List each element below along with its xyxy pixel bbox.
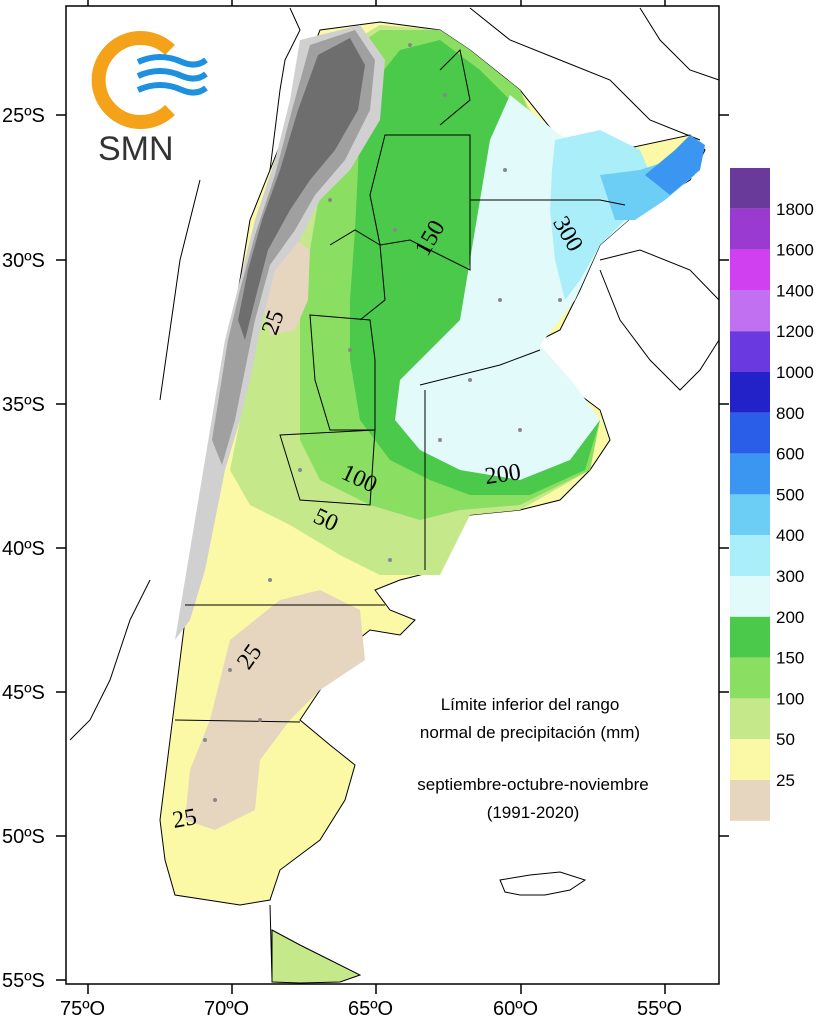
legend-swatch bbox=[730, 576, 770, 617]
contour-label-25-south: 25 bbox=[171, 804, 199, 834]
legend-swatch bbox=[730, 208, 770, 250]
legend-swatch bbox=[730, 616, 770, 658]
zone-dry-south bbox=[185, 590, 365, 830]
legend-label: 300 bbox=[776, 567, 804, 586]
chile-coast-line bbox=[159, 179, 201, 401]
station-dots bbox=[203, 43, 562, 802]
uruguay-line bbox=[599, 269, 720, 391]
legend-label: 150 bbox=[776, 649, 804, 668]
legend-swatch bbox=[730, 372, 770, 413]
legend-swatch bbox=[730, 535, 770, 576]
lon-label-60: 60ºO bbox=[493, 998, 538, 1020]
bolivia-paraguay-line bbox=[469, 7, 701, 141]
legend-label: 1200 bbox=[776, 322, 814, 341]
lat-label-40: 40ºS bbox=[2, 538, 45, 560]
island-outline bbox=[499, 871, 587, 896]
logo-ring-icon bbox=[91, 31, 175, 129]
caption-line-4: (1991-2020) bbox=[487, 803, 580, 822]
legend: 1800 1600 1400 1200 1000 800 600 500 400 300 200 15… bbox=[730, 168, 814, 821]
legend-swatch bbox=[730, 698, 770, 740]
caption-line-3: septiembre-octubre-noviembre bbox=[417, 775, 649, 794]
zone-500 bbox=[645, 135, 705, 195]
lon-label-65: 65ºO bbox=[348, 998, 393, 1020]
legend-swatch bbox=[730, 780, 770, 821]
lat-label-25: 25ºS bbox=[2, 105, 45, 127]
caption-line-2: normal de precipitación (mm) bbox=[420, 723, 640, 742]
logo-wave-icon bbox=[136, 54, 208, 68]
legend-label: 800 bbox=[776, 404, 804, 423]
lat-label-30: 30ºS bbox=[2, 250, 45, 272]
relief-dark bbox=[238, 38, 365, 340]
legend-swatch bbox=[730, 168, 770, 209]
caption-line-1: Límite inferior del rango bbox=[441, 695, 620, 714]
lat-label-45: 45ºS bbox=[2, 682, 45, 704]
lat-label-55: 55ºS bbox=[2, 970, 45, 992]
legend-label: 600 bbox=[776, 445, 804, 464]
brazil-south-line bbox=[599, 249, 720, 301]
chile-south-coast bbox=[69, 579, 151, 741]
legend-label: 400 bbox=[776, 526, 804, 545]
legend-swatch bbox=[730, 453, 770, 495]
legend-swatch bbox=[730, 412, 770, 454]
legend-label: 1600 bbox=[776, 241, 814, 260]
province-borders bbox=[174, 48, 626, 981]
legend-swatch bbox=[730, 657, 770, 699]
lon-label-70: 70ºO bbox=[204, 998, 249, 1020]
legend-label: 1000 bbox=[776, 363, 814, 382]
legend-swatch bbox=[730, 739, 770, 780]
legend-label: 1400 bbox=[776, 281, 814, 300]
lat-label-50: 50ºS bbox=[2, 826, 45, 848]
contour-label-200: 200 bbox=[483, 459, 522, 490]
brazil-line bbox=[639, 7, 720, 81]
axis-ticks bbox=[56, 0, 729, 994]
legend-label: 50 bbox=[776, 730, 795, 749]
logo-text: SMN bbox=[98, 130, 174, 168]
lat-label-35: 35ºS bbox=[2, 394, 45, 416]
legend-label: 100 bbox=[776, 689, 804, 708]
legend-label: 25 bbox=[776, 771, 795, 790]
legend-label: 500 bbox=[776, 485, 804, 504]
legend-swatch bbox=[730, 331, 770, 372]
legend-label: 200 bbox=[776, 608, 804, 627]
smn-logo: SMN bbox=[91, 31, 208, 168]
lon-label-55: 55ºO bbox=[637, 998, 682, 1020]
legend-label: 1800 bbox=[776, 200, 814, 219]
lon-label-75: 75ºO bbox=[60, 998, 105, 1020]
zone-50-tdf bbox=[271, 929, 362, 984]
legend-swatch bbox=[730, 290, 770, 332]
relief-light bbox=[175, 25, 385, 640]
legend-swatch bbox=[730, 249, 770, 291]
legend-swatch bbox=[730, 494, 770, 536]
